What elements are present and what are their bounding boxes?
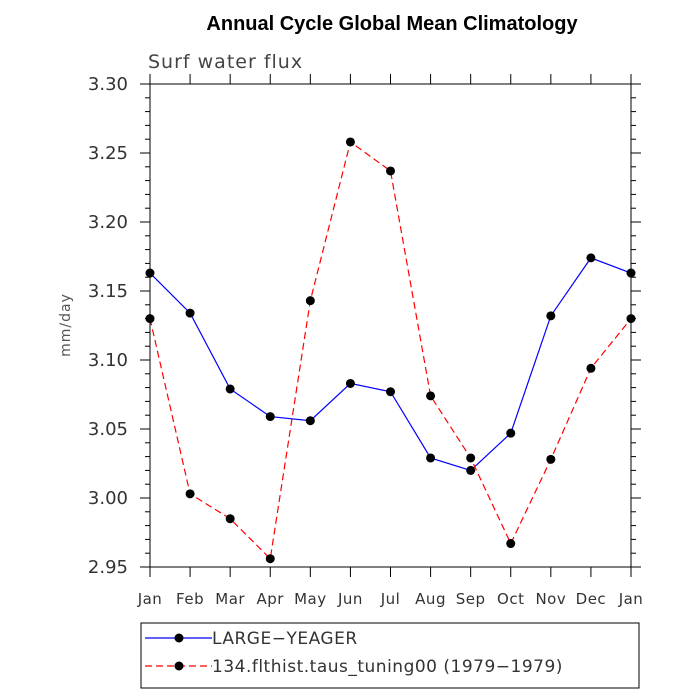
legend-marker-1 bbox=[174, 633, 184, 643]
x-tick-label: Dec bbox=[576, 590, 607, 608]
y-tick-label: 3.25 bbox=[88, 143, 128, 164]
y-axis-label: mm/day bbox=[58, 293, 74, 357]
series-1-point bbox=[466, 465, 476, 475]
x-tick-label: Oct bbox=[497, 590, 524, 608]
series-1-point bbox=[586, 253, 596, 263]
y-tick-label: 3.05 bbox=[88, 419, 128, 440]
series-2-point bbox=[426, 391, 436, 401]
series-2-point bbox=[145, 314, 155, 324]
x-tick-label: Jul bbox=[380, 590, 401, 608]
y-tick-label: 3.10 bbox=[88, 350, 128, 371]
axes-layer: 2.95 3.00 3.05 3.10 3.15 3.20 3.25 3.30 Jan Feb Ma… bbox=[88, 74, 643, 608]
x-tick-label: May bbox=[294, 590, 327, 608]
series-2-point bbox=[626, 314, 636, 324]
legend-label-1: LARGE−YEAGER bbox=[212, 629, 358, 649]
series-1-point bbox=[386, 387, 395, 397]
chart-subtitle: Surf water flux bbox=[148, 51, 303, 73]
series-1-point bbox=[345, 378, 355, 388]
x-tick-label: Jan bbox=[137, 590, 163, 608]
legend-marker-2 bbox=[174, 661, 184, 671]
series-2-point bbox=[265, 554, 275, 564]
series-layer bbox=[145, 137, 636, 564]
series-1-point bbox=[265, 412, 275, 422]
series-2-point bbox=[546, 454, 556, 464]
plot-frame bbox=[149, 83, 632, 568]
series-1-point bbox=[546, 311, 556, 321]
series-1-point bbox=[626, 268, 636, 278]
series-2-point bbox=[185, 489, 195, 499]
series-line-2 bbox=[149, 140, 632, 560]
series-1-point bbox=[225, 384, 235, 394]
chart-title: Annual Cycle Global Mean Climatology bbox=[206, 13, 578, 35]
series-1-point bbox=[426, 453, 436, 463]
legend-label-2: 134.flthist.taus_tuning00 (1979−1979) bbox=[212, 657, 563, 677]
x-tick-label: Aug bbox=[415, 590, 446, 608]
x-tick-label: Apr bbox=[257, 590, 285, 608]
series-line-1 bbox=[149, 257, 632, 472]
series-2-point bbox=[506, 539, 516, 549]
series-1-point bbox=[185, 308, 195, 318]
series-2-point bbox=[345, 137, 355, 147]
x-tick-label: Jun bbox=[337, 590, 363, 608]
series-1-point bbox=[145, 268, 155, 278]
series-2-point bbox=[225, 514, 235, 524]
x-tick-label: Jan bbox=[618, 590, 644, 608]
series-2-point bbox=[466, 453, 476, 463]
series-2-point bbox=[305, 296, 315, 306]
legend-box bbox=[140, 622, 640, 689]
y-tick-label: 3.00 bbox=[88, 488, 128, 509]
y-tick-label: 3.20 bbox=[88, 212, 128, 233]
legend: LARGE−YEAGER 134.flthist.taus_tuning00 (1… bbox=[140, 622, 640, 689]
series-1-point bbox=[506, 428, 516, 438]
series-1-point bbox=[305, 416, 315, 426]
y-tick-label: 3.15 bbox=[88, 281, 128, 302]
series-2-point bbox=[586, 363, 596, 373]
x-tick-label: Sep bbox=[456, 590, 486, 608]
x-tick-label: Feb bbox=[176, 590, 204, 608]
series-2-point bbox=[386, 166, 395, 176]
y-tick-label: 3.30 bbox=[88, 74, 128, 95]
y-tick-label: 2.95 bbox=[88, 557, 128, 578]
x-tick-label: Nov bbox=[535, 590, 566, 608]
x-tick-label: Mar bbox=[215, 590, 245, 608]
